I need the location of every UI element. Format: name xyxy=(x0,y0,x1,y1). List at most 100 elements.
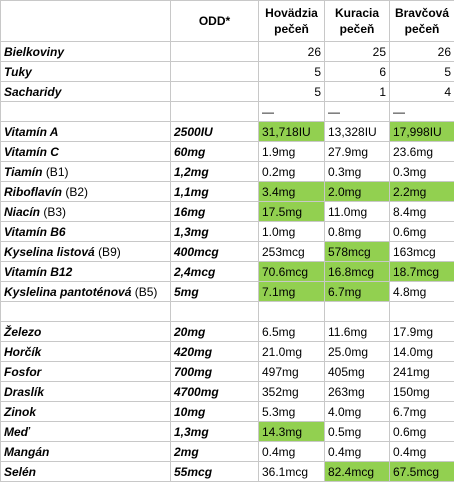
odd-value: 1,3mg xyxy=(170,221,259,242)
beef-value: 352mg xyxy=(258,381,325,402)
chicken-value: 263mg xyxy=(324,381,390,402)
nutrient-name: Tiamín (B1) xyxy=(0,161,171,182)
pork-liver-header-line1: Bravčová xyxy=(394,5,450,20)
nutrient-label: Niacín xyxy=(4,204,41,219)
odd-value: 16mg xyxy=(170,201,259,222)
nutrient-label: Vitamín A xyxy=(4,124,59,139)
odd-value: 10mg xyxy=(170,401,259,422)
nutrient-name: Meď xyxy=(0,421,171,442)
header-row: ODD* Hovädzia pečeň Kuracia pečeň Bravčová… xyxy=(0,0,454,42)
pork-value: 18.7mcg xyxy=(389,261,454,282)
nutrient-name: Niacín (B3) xyxy=(0,201,171,222)
vitamin-row: Niacín (B3) 16mg 17.5mg 11.0mg 8.4mg xyxy=(0,201,454,222)
nutrient-label: Vitamín B12 xyxy=(4,264,73,279)
chicken-value: 4.0mg xyxy=(324,401,390,422)
odd-value: 2500IU xyxy=(170,121,259,142)
odd-header: ODD* xyxy=(170,0,259,42)
odd-value: 2mg xyxy=(170,441,259,462)
nutrient-header xyxy=(0,0,171,42)
empty-cell xyxy=(0,301,171,322)
beef-value: 0.4mg xyxy=(258,441,325,462)
pork-value: 4.8mg xyxy=(389,281,454,302)
mineral-row: Horčík 420mg 21.0mg 25.0mg 14.0mg xyxy=(0,341,454,362)
chicken-value: 25.0mg xyxy=(324,341,390,362)
chicken-value: 578mcg xyxy=(324,241,390,262)
nutrient-name: Vitamín A xyxy=(0,121,171,142)
nutrient-name: Vitamín C xyxy=(0,141,171,162)
beef-value: 14.3mg xyxy=(258,421,325,442)
nutrient-label: Riboflavín xyxy=(4,184,63,199)
nutrient-label: Tiamín xyxy=(4,164,43,179)
beef-value: 6.5mg xyxy=(258,321,325,342)
nutrient-name: Kyslelina pantoténová (B5) xyxy=(0,281,171,302)
chicken-liver-header-line1: Kuracia xyxy=(334,5,380,20)
nutrient-label: Vitamín C xyxy=(4,144,59,159)
pork-value: 5 xyxy=(389,61,454,82)
pork-liver-header-line2: pečeň xyxy=(404,22,440,36)
nutrient-label: Kyselina listová xyxy=(4,244,95,259)
pork-value: 17,998IU xyxy=(389,121,454,142)
odd-value: 55mcg xyxy=(170,461,259,482)
pork-value: 8.4mg xyxy=(389,201,454,222)
chicken-value: 0.8mg xyxy=(324,221,390,242)
pork-value: 17.9mg xyxy=(389,321,454,342)
beef-value: 31,718IU xyxy=(258,121,325,142)
empty-cell xyxy=(170,101,259,122)
nutrient-name: Kyselina listová (B9) xyxy=(0,241,171,262)
chicken-value: 16.8mcg xyxy=(324,261,390,282)
pork-value: 241mg xyxy=(389,361,454,382)
odd-value xyxy=(170,41,259,62)
nutrient-name: Mangán xyxy=(0,441,171,462)
chicken-value: 2.0mg xyxy=(324,181,390,202)
odd-value: 20mg xyxy=(170,321,259,342)
nutrient-name: Bielkoviny xyxy=(0,41,171,62)
odd-value: 1,3mg xyxy=(170,421,259,442)
pork-value: 0.6mg xyxy=(389,221,454,242)
spacer-row xyxy=(0,301,454,322)
beef-value: 253mcg xyxy=(258,241,325,262)
nutrient-name: Vitamín B6 xyxy=(0,221,171,242)
nutrient-name: Fosfor xyxy=(0,361,171,382)
macro-row: Bielkoviny 26 25 26 xyxy=(0,41,454,62)
dash-row: — — — xyxy=(0,101,454,122)
pork-value: 14.0mg xyxy=(389,341,454,362)
vitamin-row: Vitamín C 60mg 1.9mg 27.9mg 23.6mg xyxy=(0,141,454,162)
chicken-value: 6 xyxy=(324,61,390,82)
empty-cell xyxy=(324,301,390,322)
vitamin-row: Tiamín (B1) 1,2mg 0.2mg 0.3mg 0.3mg xyxy=(0,161,454,182)
chicken-value: 0.4mg xyxy=(324,441,390,462)
pork-value: 0.4mg xyxy=(389,441,454,462)
pork-dash: — xyxy=(389,101,454,122)
beef-value: 21.0mg xyxy=(258,341,325,362)
pork-value: 163mcg xyxy=(389,241,454,262)
mineral-row: Mangán 2mg 0.4mg 0.4mg 0.4mg xyxy=(0,441,454,462)
odd-value: 400mcg xyxy=(170,241,259,262)
pork-value: 67.5mcg xyxy=(389,461,454,482)
pork-value: 4 xyxy=(389,81,454,102)
beef-value: 7.1mg xyxy=(258,281,325,302)
chicken-value: 11.6mg xyxy=(324,321,390,342)
odd-value: 60mg xyxy=(170,141,259,162)
vitamin-row: Riboflavín (B2) 1,1mg 3.4mg 2.0mg 2.2mg xyxy=(0,181,454,202)
chicken-liver-header-line2: pečeň xyxy=(339,22,375,36)
vitamin-code: (B2) xyxy=(65,184,89,199)
vitamin-code: (B9) xyxy=(98,244,121,259)
vitamin-row: Vitamín B12 2,4mcg 70.6mcg 16.8mcg 18.7mcg xyxy=(0,261,454,282)
mineral-row: Selén 55mcg 36.1mcg 82.4mcg 67.5mcg xyxy=(0,461,454,482)
empty-cell xyxy=(258,301,325,322)
chicken-value: 0.3mg xyxy=(324,161,390,182)
pork-value: 0.3mg xyxy=(389,161,454,182)
beef-value: 497mg xyxy=(258,361,325,382)
mineral-row: Meď 1,3mg 14.3mg 0.5mg 0.6mg xyxy=(0,421,454,442)
nutrient-name: Tuky xyxy=(0,61,171,82)
vitamin-code: (B3) xyxy=(43,204,67,219)
empty-cell xyxy=(0,101,171,122)
pork-value: 150mg xyxy=(389,381,454,402)
odd-value: 1,2mg xyxy=(170,161,259,182)
beef-value: 36.1mcg xyxy=(258,461,325,482)
odd-value: 1,1mg xyxy=(170,181,259,202)
vitamin-code: (B5) xyxy=(134,284,158,299)
beef-value: 5 xyxy=(258,61,325,82)
chicken-value: 0.5mg xyxy=(324,421,390,442)
